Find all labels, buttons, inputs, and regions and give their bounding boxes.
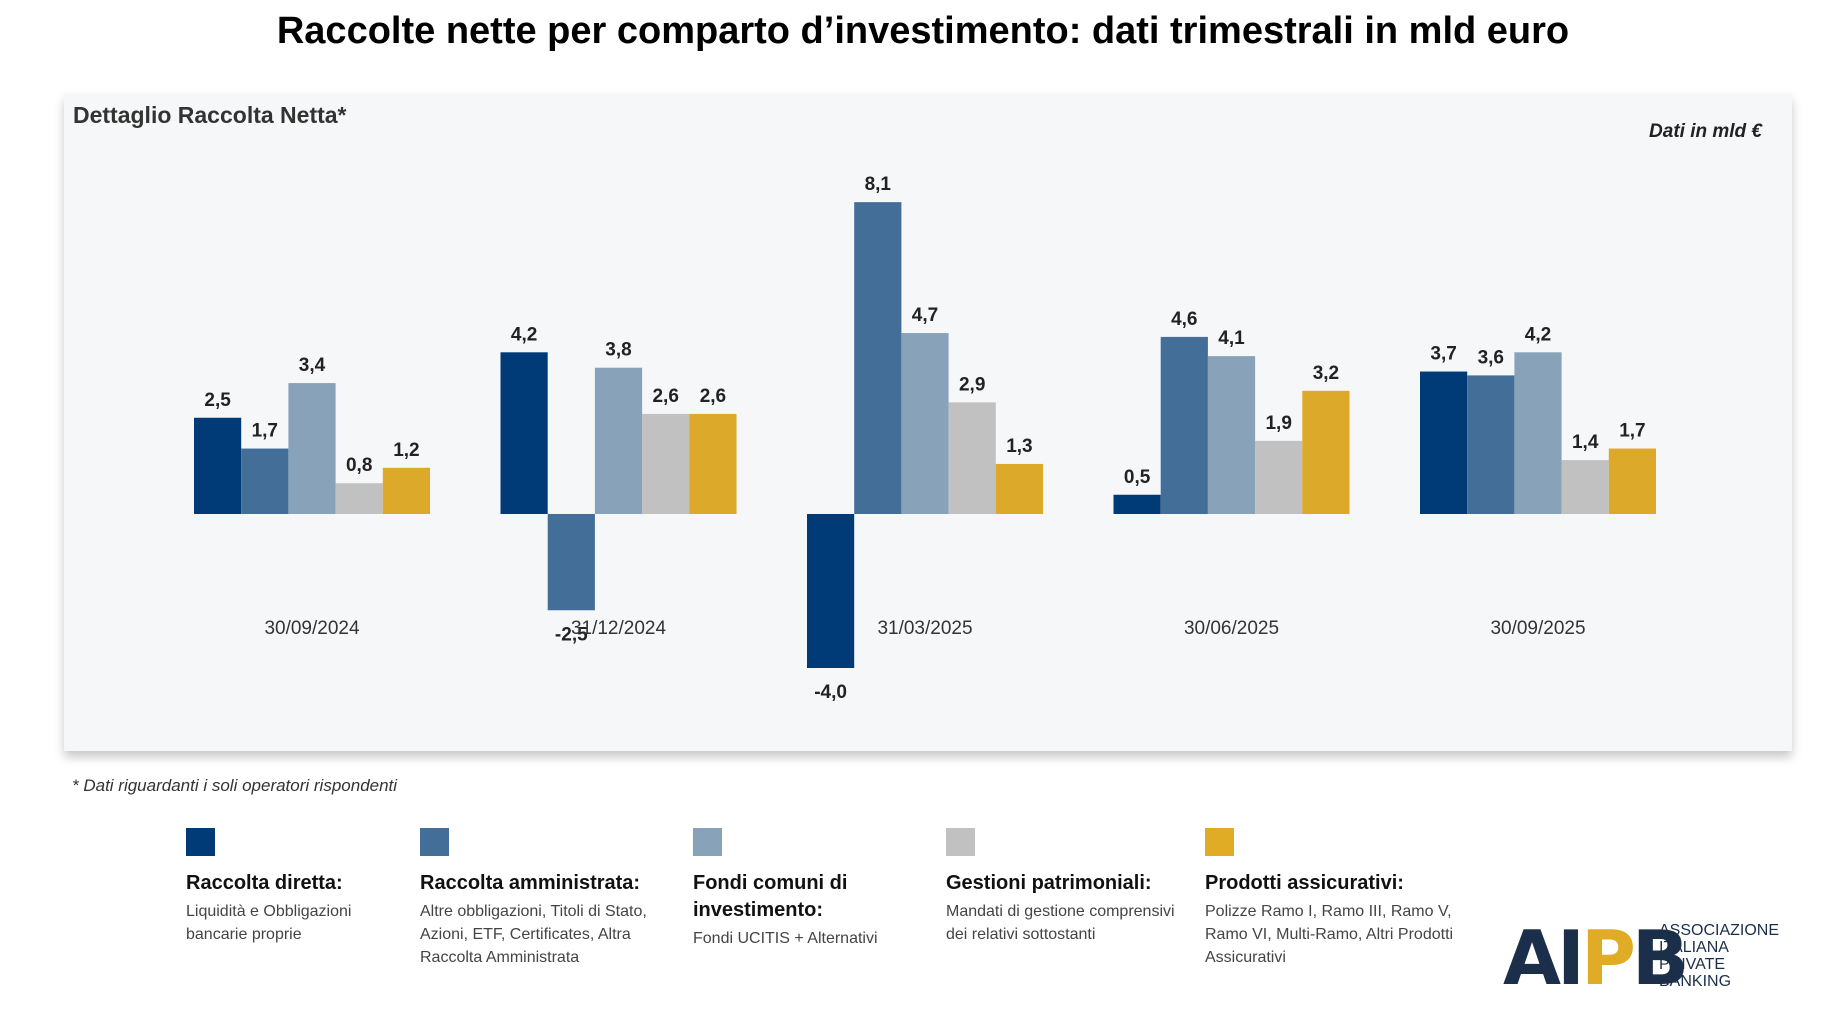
value-label: 4,2 xyxy=(1525,324,1551,345)
logo-line: ITALIANA xyxy=(1659,939,1729,956)
legend-description: Altre obbligazioni, Titoli di Stato, Azi… xyxy=(420,903,647,966)
bar xyxy=(382,467,430,514)
logo-mark-text: AIPB xyxy=(1503,914,1689,1002)
bar xyxy=(1561,460,1609,514)
bar xyxy=(1207,356,1256,514)
bar xyxy=(642,413,690,514)
bar xyxy=(288,383,336,514)
logo-line: PRIVATE xyxy=(1659,956,1726,973)
value-label: 3,7 xyxy=(1430,344,1456,365)
value-label: 0,8 xyxy=(346,455,372,476)
legend-item-raccolta-amministrata: Raccolta amministrata: Altre obbligazion… xyxy=(420,828,670,969)
legend-swatch xyxy=(420,828,449,856)
value-label: 1,7 xyxy=(252,421,278,442)
bar xyxy=(1160,336,1208,514)
value-label: 8,1 xyxy=(865,174,892,195)
x-tick-label: 31/03/2025 xyxy=(877,618,972,639)
legend-description: Fondi UCITIS + Alternativi xyxy=(693,930,878,947)
bar xyxy=(1302,390,1350,514)
value-label: 4,1 xyxy=(1218,328,1245,349)
legend-swatch xyxy=(946,828,975,856)
x-tick-label: 30/06/2025 xyxy=(1184,618,1279,639)
value-label: 1,3 xyxy=(1006,436,1032,457)
legend-item-fondi-comuni: Fondi comuni di investimento: Fondi UCIT… xyxy=(693,828,913,950)
bar xyxy=(241,448,289,514)
bar xyxy=(335,483,383,514)
legend-title: Raccolta amministrata: xyxy=(420,872,641,894)
logo-mark: AIPB xyxy=(1503,920,1689,996)
legend-swatch xyxy=(693,828,722,856)
bar xyxy=(1514,352,1562,514)
bar xyxy=(901,333,949,514)
value-label: 2,6 xyxy=(652,386,678,407)
chart-title: Raccolte nette per comparto d’investimen… xyxy=(276,10,1570,52)
value-label: 3,6 xyxy=(1478,347,1504,368)
value-label: 3,2 xyxy=(1313,363,1339,384)
bar xyxy=(1113,494,1161,514)
value-label: 2,9 xyxy=(959,374,985,395)
logo-line: ASSOCIAZIONE xyxy=(1659,922,1780,939)
legend-swatch xyxy=(1205,828,1234,856)
value-label: 3,4 xyxy=(299,355,326,376)
value-label: 3,8 xyxy=(605,340,631,361)
legend-description: Mandati di gestione comprensivi dei rela… xyxy=(946,903,1175,943)
bar xyxy=(1255,440,1303,514)
value-label: 1,9 xyxy=(1265,413,1291,434)
bar xyxy=(854,202,902,514)
bar-chart: 2,5 1,7 3,4 0,8 1,2 4,2 -2,5 3,8 2,6 2,6 -4,0 8,1 4,… xyxy=(194,174,1656,703)
value-label: 2,6 xyxy=(700,386,726,407)
legend-item-prodotti-assicurativi: Prodotti assicurativi: Polizze Ramo I, R… xyxy=(1205,828,1467,969)
value-label: 1,7 xyxy=(1619,421,1645,442)
bar xyxy=(194,417,242,514)
panel-title: Dettaglio Raccolta Netta* xyxy=(73,102,347,128)
x-tick-label: 30/09/2025 xyxy=(1490,618,1585,639)
bar xyxy=(689,413,737,514)
legend-title: Fondi comuni di investimento: xyxy=(693,872,848,921)
legend-item-gestioni-patrimoniali: Gestioni patrimoniali: Mandati di gestio… xyxy=(946,828,1176,946)
x-tick-labels-layer: 30/09/2024 31/12/2024 31/03/2025 30/06/2025… xyxy=(264,618,1585,639)
bar xyxy=(807,514,855,668)
bar xyxy=(948,402,996,514)
unit-note: Dati in mld € xyxy=(1649,121,1762,142)
logo-text: ASSOCIAZIONE ITALIANA PRIVATE BANKING xyxy=(1659,922,1779,990)
value-label: -2,5 xyxy=(555,624,588,645)
legend-swatch xyxy=(186,828,215,856)
logo-line: BANKING xyxy=(1659,973,1732,990)
bar xyxy=(1608,448,1656,514)
bar xyxy=(1467,375,1515,514)
chart-panel: Dettaglio Raccolta Netta* Dati in mld € … xyxy=(64,94,1792,751)
bars-layer xyxy=(194,202,1656,668)
value-label: 2,5 xyxy=(204,390,231,411)
legend-title: Gestioni patrimoniali: xyxy=(946,872,1152,894)
value-label: 4,6 xyxy=(1171,309,1197,330)
legend-description: Polizze Ramo I, Ramo III, Ramo V, Ramo V… xyxy=(1205,903,1454,966)
bar xyxy=(1420,371,1468,514)
bar xyxy=(594,367,643,514)
legend-description: Liquidità e Obbligazioni bancarie propri… xyxy=(186,903,352,943)
bar xyxy=(500,352,548,514)
bar xyxy=(547,514,595,611)
value-label: 0,5 xyxy=(1124,467,1151,488)
value-label: 1,4 xyxy=(1572,432,1599,453)
bar xyxy=(995,463,1043,514)
footnote: * Dati riguardanti i soli operatori risp… xyxy=(72,776,398,795)
legend-title: Raccolta diretta: xyxy=(186,872,343,894)
value-label: -4,0 xyxy=(814,682,847,703)
x-tick-label: 30/09/2024 xyxy=(264,618,360,639)
value-label: 1,2 xyxy=(393,440,419,461)
value-label: 4,2 xyxy=(511,324,537,345)
legend-title: Prodotti assicurativi: xyxy=(1205,872,1404,894)
x-tick-label: 31/12/2024 xyxy=(571,618,667,639)
value-label: 4,7 xyxy=(912,305,938,326)
aipb-logo: AIPB ASSOCIAZIONE ITALIANA PRIVATE BANKI… xyxy=(1503,920,1803,996)
value-labels-layer: 2,5 1,7 3,4 0,8 1,2 4,2 -2,5 3,8 2,6 2,6 -4,0 8,1 4,… xyxy=(204,174,1645,703)
legend-item-raccolta-diretta: Raccolta diretta: Liquidità e Obbligazio… xyxy=(186,828,386,946)
